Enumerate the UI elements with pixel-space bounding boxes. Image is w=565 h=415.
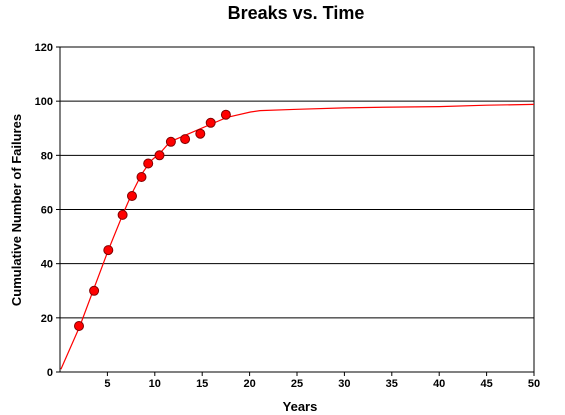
y-axis-ticks: 0 20 40 60 80 100 120 <box>35 42 60 379</box>
fit-line-series <box>60 103 535 370</box>
data-point-6 <box>136 172 147 182</box>
y-tick-label-60: 60 <box>41 205 53 217</box>
data-point-5 <box>127 191 137 201</box>
x-tick-label-5: 5 <box>104 378 110 390</box>
x-tick-label-20: 20 <box>243 378 255 390</box>
data-point-11 <box>195 128 206 139</box>
data-point-3 <box>103 245 114 256</box>
x-tick-label-45: 45 <box>480 378 492 390</box>
y-tick-label-80: 80 <box>41 150 53 162</box>
data-point-4 <box>117 209 128 220</box>
y-tick-label-0: 0 <box>47 367 53 379</box>
data-point-13 <box>220 109 231 120</box>
data-point-7 <box>143 158 154 169</box>
data-point-12 <box>205 117 216 128</box>
data-point-9 <box>165 136 176 147</box>
y-tick-label-120: 120 <box>35 42 53 54</box>
x-tick-label-50: 50 <box>528 378 540 390</box>
x-tick-label-15: 15 <box>196 378 208 390</box>
chart-title: Breaks vs. Time <box>228 3 365 23</box>
x-tick-label-35: 35 <box>386 378 398 390</box>
x-tick-label-40: 40 <box>433 378 445 390</box>
data-point-2 <box>89 285 100 296</box>
x-tick-label-10: 10 <box>149 378 161 390</box>
x-axis-label: Years <box>283 399 318 414</box>
data-point-8 <box>154 150 165 161</box>
y-tick-label-100: 100 <box>35 96 53 108</box>
y-tick-label-40: 40 <box>41 259 53 271</box>
data-point-10 <box>180 134 191 145</box>
y-axis-label: Cumulative Number of Failures <box>9 114 24 306</box>
fit-line <box>60 103 535 370</box>
x-tick-label-25: 25 <box>291 378 303 390</box>
y-tick-label-20: 20 <box>41 313 53 325</box>
x-axis-ticks: 5 10 15 20 25 30 35 40 45 50 <box>104 372 540 390</box>
gridlines <box>60 100 534 319</box>
data-point-1 <box>74 321 84 331</box>
data-points-series <box>74 109 231 331</box>
x-tick-label-30: 30 <box>338 378 350 390</box>
